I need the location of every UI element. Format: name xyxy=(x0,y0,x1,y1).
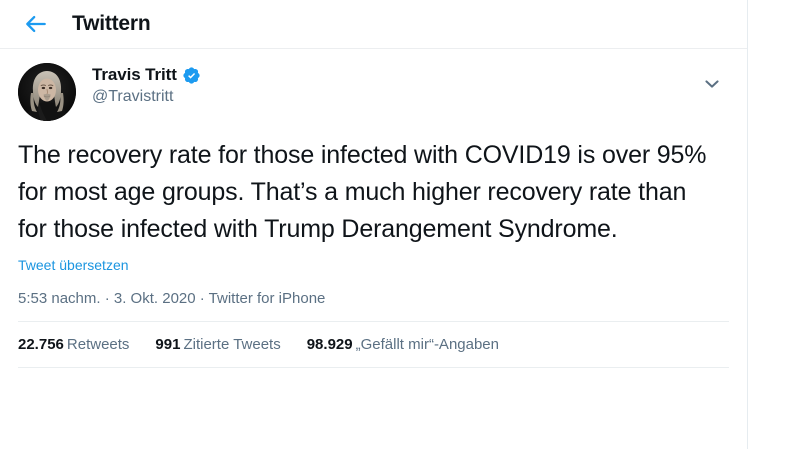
stat-likes-label: „Gefällt mir“-Angaben xyxy=(355,336,499,353)
tweet-header-row: Travis Tritt @Travistritt xyxy=(18,63,729,121)
stat-quote-tweets-count: 991 xyxy=(155,336,181,353)
verified-badge-icon xyxy=(182,66,201,85)
user-handle: @Travistritt xyxy=(92,88,174,106)
back-button[interactable] xyxy=(14,2,58,46)
stat-quote-tweets[interactable]: 991 Zitierte Tweets xyxy=(155,336,280,353)
stat-retweets[interactable]: 22.756 Retweets xyxy=(18,336,129,353)
stat-retweets-label: Retweets xyxy=(66,336,130,353)
stats-divider-top xyxy=(18,321,729,322)
avatar[interactable] xyxy=(18,63,76,121)
tweet-card: Travis Tritt @Travistritt xyxy=(0,49,747,368)
back-arrow-icon xyxy=(24,12,48,36)
page-header: Twittern xyxy=(0,0,747,49)
page-title: Twittern xyxy=(72,12,151,35)
display-name-row[interactable]: Travis Tritt xyxy=(92,65,201,85)
display-name: Travis Tritt xyxy=(92,65,177,84)
stat-likes-count: 98.929 xyxy=(306,336,353,353)
stat-retweets-count: 22.756 xyxy=(18,336,64,353)
stat-quote-tweets-label: Zitierte Tweets xyxy=(183,336,281,353)
stats-divider-bottom xyxy=(18,367,729,368)
stat-likes[interactable]: 98.929 „Gefällt mir“-Angaben xyxy=(307,336,499,353)
tweet-text: The recovery rate for those infected wit… xyxy=(18,141,714,243)
translate-tweet-link[interactable]: Tweet übersetzen xyxy=(18,257,129,273)
tweet-menu-button[interactable] xyxy=(695,67,729,101)
chevron-down-icon xyxy=(704,76,720,92)
tweet-timestamp: 5:53 nachm. · 3. Okt. 2020 · Twitter for… xyxy=(18,290,326,307)
tweet-stats-row: 22.756 Retweets 991 Zitierte Tweets 98.929… xyxy=(18,322,729,367)
column-right-border xyxy=(747,0,748,449)
tweet-identity: Travis Tritt @Travistritt xyxy=(92,63,201,107)
